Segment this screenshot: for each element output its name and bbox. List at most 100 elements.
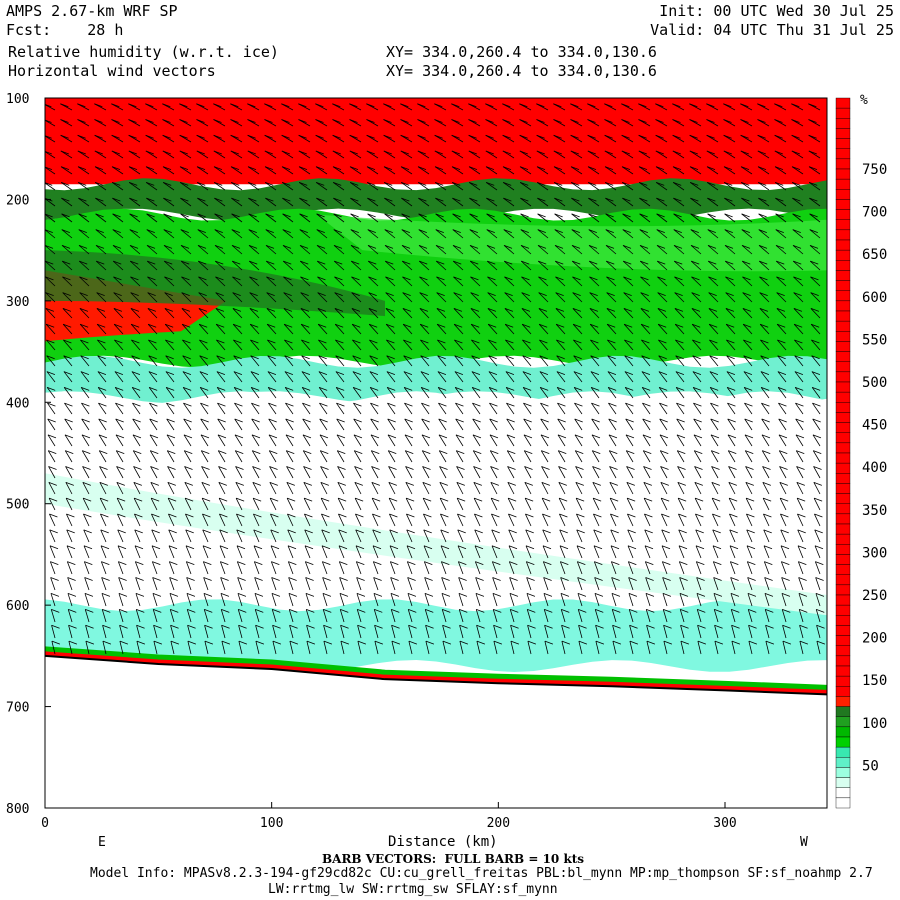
- barb-flag: [422, 481, 431, 486]
- barb-flag: [488, 371, 498, 375]
- wind-barb: [625, 418, 634, 431]
- barb-flag: [611, 561, 620, 566]
- wind-barb: [560, 608, 570, 623]
- wind-barb: [349, 166, 362, 175]
- wind-barb: [372, 545, 382, 559]
- barb-flag: [352, 355, 361, 360]
- barb-flag: [576, 513, 585, 518]
- wind-barb: [709, 339, 719, 351]
- barb-flag: [689, 166, 699, 171]
- barb-flag: [810, 276, 819, 281]
- barb-staff: [180, 213, 192, 223]
- wind-barb: [814, 513, 823, 527]
- barb-flag: [183, 418, 192, 423]
- barb-staff: [623, 323, 634, 335]
- barb-staff: [457, 529, 464, 543]
- wind-barb: [438, 418, 447, 431]
- wind-barb: [537, 244, 549, 255]
- barb-staff: [265, 213, 277, 223]
- barb-flag: [149, 418, 158, 423]
- barb-flag: [760, 339, 769, 344]
- barb-flag: [252, 466, 261, 470]
- wind-barb: [471, 355, 481, 367]
- barb-flag: [522, 371, 532, 375]
- barb-flag: [539, 323, 548, 328]
- wind-barb: [798, 577, 807, 591]
- colorbar-tick-label: 150: [862, 673, 887, 689]
- wind-barb: [797, 513, 806, 527]
- barb-staff: [656, 260, 668, 271]
- barb-staff: [760, 371, 770, 383]
- wind-barb: [298, 103, 311, 111]
- wind-barb: [96, 276, 107, 287]
- barb-staff: [252, 497, 260, 511]
- barb-flag: [691, 292, 700, 297]
- wind-barb: [214, 197, 226, 207]
- barb-flag: [332, 119, 341, 123]
- colorbar-tick-label: 600: [862, 290, 887, 306]
- barb-staff: [663, 625, 668, 639]
- barb-staff: [266, 276, 277, 287]
- barb-staff: [131, 339, 141, 351]
- wind-barb: [519, 119, 532, 127]
- barb-staff: [504, 276, 515, 287]
- wind-barb: [317, 276, 328, 287]
- barb-flag: [561, 624, 570, 629]
- barb-staff: [523, 402, 532, 415]
- barb-flag: [421, 386, 430, 391]
- wind-barb: [339, 608, 349, 623]
- barb-flag: [626, 466, 635, 470]
- barb-flag: [486, 197, 495, 202]
- barb-flag: [457, 513, 466, 518]
- wind-barb: [674, 323, 685, 335]
- barb-staff: [452, 260, 464, 271]
- barb-staff: [793, 276, 804, 287]
- wind-barb: [370, 434, 380, 447]
- wind-barb: [747, 577, 756, 591]
- barb-flag: [640, 308, 650, 312]
- barb-flag: [221, 624, 230, 629]
- barb-staff: [796, 482, 804, 495]
- barb-flag: [813, 466, 822, 470]
- barb-flag: [285, 418, 294, 423]
- wind-barb: [591, 434, 601, 447]
- barb-flag: [776, 308, 786, 312]
- colorbar-cell: [835, 249, 851, 261]
- barb-flag: [691, 276, 700, 281]
- barb-staff: [184, 466, 192, 479]
- barb-flag: [539, 371, 549, 375]
- wind-barb: [315, 103, 328, 111]
- wind-barb: [723, 119, 736, 127]
- barb-flag: [544, 640, 554, 645]
- wind-barb: [781, 577, 790, 591]
- wind-barb: [62, 323, 73, 335]
- barb-staff: [611, 593, 617, 607]
- barb-staff: [492, 593, 498, 607]
- barb-staff: [112, 213, 124, 223]
- wind-barb: [487, 308, 498, 319]
- barb-staff: [402, 323, 413, 335]
- barb-staff: [249, 276, 260, 287]
- barb-flag: [230, 166, 240, 171]
- barb-staff: [591, 418, 600, 431]
- wind-barb: [82, 466, 91, 479]
- barb-flag: [811, 355, 820, 360]
- wind-barb: [389, 561, 399, 575]
- barb-flag: [96, 308, 106, 312]
- wind-barb: [709, 371, 719, 383]
- barb-staff: [472, 434, 481, 447]
- barb-flag: [349, 103, 358, 108]
- barb-flag: [594, 593, 604, 597]
- wind-barb: [797, 529, 806, 543]
- barb-flag: [248, 229, 257, 233]
- barb-flag: [524, 497, 534, 502]
- barb-flag: [611, 577, 620, 581]
- barb-staff: [797, 545, 804, 559]
- wind-barb: [470, 308, 481, 319]
- barb-staff: [232, 308, 243, 319]
- barb-staff: [81, 434, 90, 447]
- barb-flag: [746, 545, 756, 550]
- wind-barb: [728, 466, 737, 479]
- barb-flag: [714, 640, 724, 645]
- wind-barb: [781, 593, 791, 607]
